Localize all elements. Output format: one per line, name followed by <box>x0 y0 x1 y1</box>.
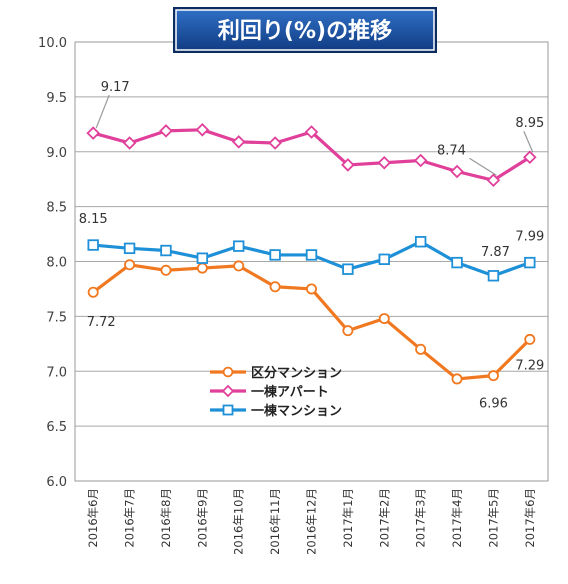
legend-marker <box>222 404 234 416</box>
data-point <box>195 123 210 137</box>
x-tick-label: 2017年3月 <box>414 488 428 548</box>
data-point <box>378 313 390 325</box>
x-tick-label: 2016年7月 <box>123 488 137 548</box>
data-labels: 9.17 8.74 8.95 8.15 7.87 7.99 7.72 6.96 7.29 <box>79 80 545 412</box>
data-label: 6.96 <box>479 397 508 412</box>
data-point <box>451 256 463 269</box>
data-label: 8.15 <box>79 212 108 227</box>
data-point <box>487 270 500 282</box>
x-tick-label: 2017年2月 <box>377 488 391 548</box>
chart-title-box: 利回り(%)の推移 <box>173 7 437 53</box>
x-tick-label: 2016年6月 <box>86 488 100 548</box>
data-label: 8.74 <box>437 143 466 158</box>
data-point <box>486 173 501 188</box>
data-point <box>523 150 537 165</box>
data-point <box>413 153 428 168</box>
data-point <box>269 281 281 293</box>
data-point <box>160 264 172 276</box>
data-point <box>196 262 208 274</box>
data-point <box>378 253 390 266</box>
legend-label: 区分マンション <box>251 365 342 381</box>
data-point <box>305 249 318 261</box>
x-tick-label: 2017年5月 <box>486 488 500 548</box>
data-point <box>160 244 172 257</box>
data-point <box>524 256 536 269</box>
y-tick-label: 8.0 <box>46 256 67 271</box>
data-point <box>414 236 427 248</box>
label-leader <box>523 131 534 153</box>
y-tick-label: 9.5 <box>46 91 67 106</box>
data-point <box>415 343 427 355</box>
data-label: 7.99 <box>515 230 544 245</box>
x-tick-label: 2016年10月 <box>232 488 246 555</box>
data-label: 7.72 <box>87 315 116 330</box>
data-point <box>451 373 463 385</box>
x-tick-label: 2016年12月 <box>305 488 319 555</box>
data-label: 7.87 <box>481 245 510 260</box>
data-point <box>524 333 536 345</box>
data-point <box>124 259 136 271</box>
y-tick-label: 10.0 <box>38 36 67 51</box>
data-label: 7.29 <box>515 358 544 373</box>
y-tick-label: 7.5 <box>46 310 67 325</box>
y-tick-label: 6.5 <box>46 420 67 435</box>
data-point <box>123 242 136 255</box>
data-point <box>305 283 317 295</box>
data-point <box>342 325 354 337</box>
x-tick-label: 2016年11月 <box>268 488 282 555</box>
series-layer <box>86 123 537 385</box>
legend-label: 一棟アパート <box>251 384 329 400</box>
chart-title: 利回り(%)の推移 <box>218 18 392 44</box>
y-tick-label: 9.0 <box>46 146 67 161</box>
data-point <box>231 135 246 149</box>
data-point <box>450 164 464 179</box>
data-label: 8.95 <box>515 116 544 131</box>
grid <box>75 96 548 427</box>
legend-marker <box>222 366 234 378</box>
data-point <box>342 263 354 275</box>
data-point <box>87 286 99 298</box>
x-axis: 2016年6月 2016年7月 2016年8月 2016年9月 2016年10月 2016… <box>86 488 537 555</box>
y-tick-label: 8.5 <box>46 201 67 216</box>
data-point <box>304 125 319 139</box>
data-point <box>341 158 355 172</box>
y-tick-label: 7.0 <box>46 365 67 380</box>
data-point <box>487 370 499 382</box>
data-point <box>86 126 100 140</box>
data-point <box>196 252 209 264</box>
y-axis: 6.0 6.5 7.0 7.5 8.0 8.5 9.0 9.5 10.0 <box>38 36 67 490</box>
data-point <box>268 136 282 150</box>
x-tick-label: 2017年6月 <box>523 488 537 548</box>
data-label: 9.17 <box>101 80 130 95</box>
legend-marker <box>221 384 235 398</box>
x-tick-label: 2016年9月 <box>195 488 209 548</box>
data-point <box>377 155 392 170</box>
y-tick-label: 6.0 <box>46 475 67 490</box>
legend-label: 一棟マンション <box>251 403 342 419</box>
x-tick-label: 2017年4月 <box>450 488 464 548</box>
data-point <box>269 249 281 261</box>
data-point <box>87 239 99 251</box>
data-point <box>233 260 245 272</box>
label-leader <box>95 94 110 129</box>
x-tick-label: 2017年1月 <box>341 488 355 548</box>
x-tick-label: 2016年8月 <box>159 488 173 548</box>
data-point <box>233 240 245 252</box>
data-point <box>159 124 173 138</box>
label-leader <box>469 157 497 176</box>
data-point <box>122 136 137 150</box>
